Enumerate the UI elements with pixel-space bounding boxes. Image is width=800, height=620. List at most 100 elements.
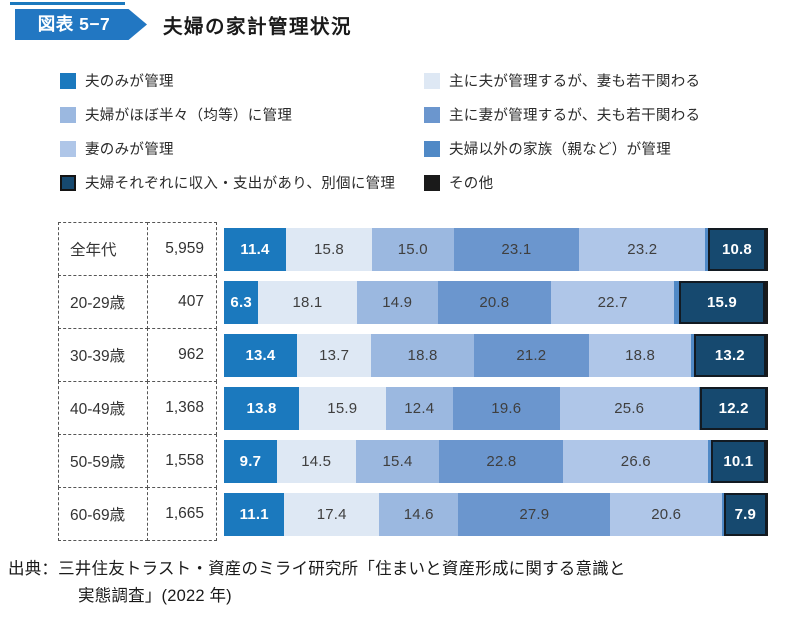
bar-segment: 27.9 — [458, 492, 611, 536]
legend-item: 主に妻が管理するが、夫も若干関わる — [424, 104, 700, 125]
chart-row: 20-29歳 407 6.3 18.1 14.9 20.8 22.7 15.9 — [58, 275, 768, 329]
legend-label: 夫のみが管理 — [85, 74, 174, 90]
bar-segment-value: 13.8 — [246, 399, 277, 417]
bar-segment: 13.7 — [296, 333, 372, 377]
legend-item: 夫婦それぞれに収入・支出があり、別個に管理 — [60, 172, 424, 193]
bar-segment: 11.1 — [224, 492, 285, 536]
bar-segment-value: 17.4 — [316, 505, 347, 523]
bar-segment-value: 13.2 — [714, 346, 745, 364]
figure-number-badge: 図表 5−7 — [15, 9, 147, 40]
bar-segment: 18.8 — [371, 333, 474, 377]
bar-segment-value: 7.9 — [734, 505, 757, 523]
bar-segment: 22.7 — [550, 280, 675, 324]
bar-segment-value: 25.6 — [614, 399, 645, 417]
stacked-bar: 9.7 14.5 15.4 22.8 26.6 10.1 — [224, 439, 768, 483]
chart-row: 30-39歳 962 13.4 13.7 18.8 21.2 18.8 13.2 — [58, 328, 768, 382]
bar-segment-value: 19.6 — [491, 399, 522, 417]
legend-column-right: 主に夫が管理するが、妻も若干関わる 主に妻が管理するが、夫も若干関わる 夫婦以外の家… — [424, 70, 700, 193]
bar-segment-value: 11.4 — [240, 240, 270, 258]
bar-segment: 12.2 — [700, 386, 767, 430]
bar-segment — [766, 227, 768, 271]
legend-item: 主に夫が管理するが、妻も若干関わる — [424, 70, 700, 91]
stacked-bar: 6.3 18.1 14.9 20.8 22.7 15.9 — [224, 280, 768, 324]
bar-segment: 17.4 — [284, 492, 380, 536]
bar-segment — [765, 280, 768, 324]
bar-segment-value: 20.6 — [651, 505, 682, 523]
bar-segment-value: 21.2 — [516, 346, 547, 364]
age-group-label: 60-69歳 — [58, 487, 148, 541]
bar-segment-value: 12.4 — [404, 399, 435, 417]
age-group-label: 50-59歳 — [58, 434, 148, 488]
bar-segment: 9.7 — [224, 439, 277, 483]
bar-segment-value: 26.6 — [620, 452, 651, 470]
stacked-bar: 11.1 17.4 14.6 27.9 20.6 7.9 — [224, 492, 768, 536]
figure-header: 図表 5−7 夫婦の家計管理状況 — [15, 9, 352, 40]
bar-segment: 25.6 — [559, 386, 699, 430]
legend-label: 主に夫が管理するが、妻も若干関わる — [449, 74, 701, 90]
bar-segment: 26.6 — [563, 439, 709, 483]
legend-item: その他 — [424, 172, 700, 193]
legend-label: 主に妻が管理するが、夫も若干関わる — [449, 108, 701, 124]
legend-swatch — [424, 72, 440, 89]
legend-swatch — [60, 140, 76, 157]
source-note-line2: 実態調査」(2022 年) — [78, 587, 232, 605]
bar-segment-value: 15.9 — [327, 399, 358, 417]
legend-swatch — [424, 174, 440, 191]
bar-segment-value: 27.9 — [519, 505, 550, 523]
bar-segment: 7.9 — [723, 492, 767, 536]
chart-row: 60-69歳 1,665 11.1 17.4 14.6 27.9 20.6 7.9 — [58, 487, 768, 541]
chart-row: 40-49歳 1,368 13.8 15.9 12.4 19.6 25.6 12.2 — [58, 381, 768, 435]
stacked-bar-chart: 全年代 5,959 11.4 15.8 15.0 23.1 23.2 10.8 20-29歳 40… — [58, 222, 768, 541]
bar-segment — [674, 280, 679, 324]
bar-segment: 11.4 — [224, 227, 287, 271]
bar-segment: 20.6 — [610, 492, 723, 536]
legend-label: 夫婦それぞれに収入・支出があり、別個に管理 — [85, 176, 396, 192]
bar-segment: 12.4 — [385, 386, 453, 430]
legend-label: 夫婦以外の家族（親など）が管理 — [449, 142, 671, 158]
bar-segment-value: 6.3 — [230, 293, 252, 311]
sample-size: 5,959 — [147, 222, 217, 276]
chart-row: 50-59歳 1,558 9.7 14.5 15.4 22.8 26.6 10.1 — [58, 434, 768, 488]
bar-segment: 19.6 — [453, 386, 560, 430]
bar-segment: 13.4 — [224, 333, 297, 377]
bar-segment — [708, 439, 711, 483]
bar-segment-value: 10.1 — [723, 452, 754, 470]
legend-swatch — [60, 106, 76, 123]
bar-segment-value: 15.8 — [313, 240, 344, 258]
bar-segment: 10.1 — [710, 439, 766, 483]
bar-segment: 15.9 — [678, 280, 766, 324]
legend-column-left: 夫のみが管理夫婦がほぼ半々（均等）に管理 妻のみが管理夫婦それぞれに収入・支出があ… — [60, 70, 424, 193]
bar-segment-value: 23.2 — [627, 240, 658, 258]
bar-segment-value: 14.5 — [301, 452, 332, 470]
bar-segment-value: 18.8 — [625, 346, 656, 364]
bar-segment: 22.8 — [439, 439, 564, 483]
legend-label: 夫婦がほぼ半々（均等）に管理 — [85, 108, 293, 124]
bar-segment: 18.8 — [588, 333, 692, 377]
legend-item: 夫婦以外の家族（親など）が管理 — [424, 138, 700, 159]
bar-segment-value: 18.1 — [292, 293, 323, 311]
bar-segment: 14.6 — [379, 492, 459, 536]
bar-segment: 15.0 — [371, 227, 454, 271]
bar-segment: 10.8 — [707, 227, 767, 271]
legend-swatch — [60, 174, 76, 191]
bar-segment — [766, 492, 768, 536]
bar-segment-value: 22.7 — [597, 293, 628, 311]
bar-segment-value: 14.9 — [382, 293, 413, 311]
bar-segment: 21.2 — [473, 333, 589, 377]
age-group-label: 30-39歳 — [58, 328, 148, 382]
bar-segment — [705, 227, 708, 271]
bar-segment: 20.8 — [437, 280, 551, 324]
sample-size: 962 — [147, 328, 217, 382]
sample-size: 407 — [147, 275, 217, 329]
sample-size: 1,558 — [147, 434, 217, 488]
bar-segment-value: 15.9 — [706, 293, 737, 311]
bar-segment-value: 20.8 — [479, 293, 510, 311]
bar-segment: 6.3 — [224, 280, 259, 324]
bar-segment: 13.8 — [224, 386, 300, 430]
bar-segment — [722, 492, 724, 536]
legend-label: 妻のみが管理 — [85, 142, 174, 158]
bar-segment: 14.9 — [356, 280, 438, 324]
sample-size: 1,665 — [147, 487, 217, 541]
figure-title: 夫婦の家計管理状況 — [163, 16, 353, 38]
